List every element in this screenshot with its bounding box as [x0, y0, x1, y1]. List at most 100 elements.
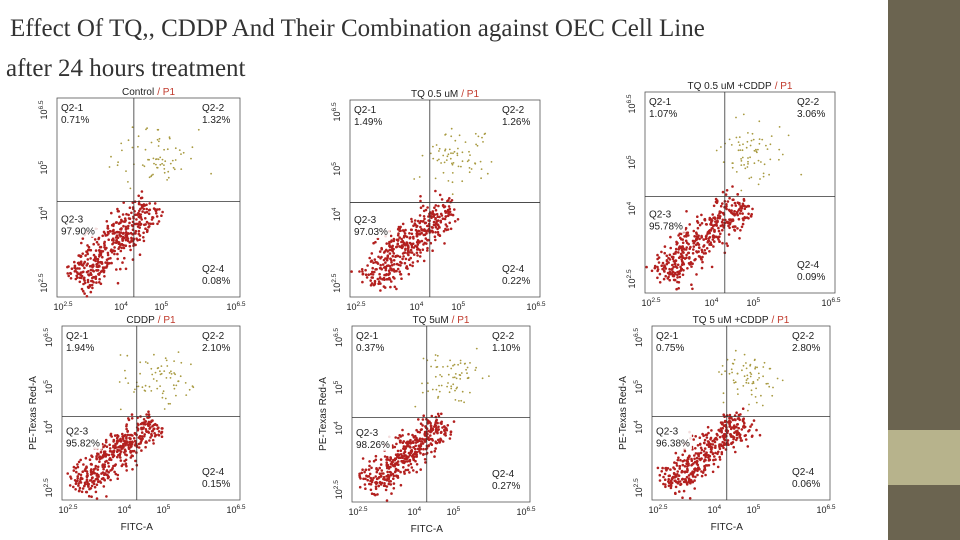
event-dot — [745, 362, 747, 364]
event-dot — [155, 380, 158, 382]
event-dot — [367, 475, 371, 478]
event-dot — [411, 264, 414, 268]
event-dot — [770, 135, 773, 138]
event-dot — [380, 469, 384, 472]
tick-exp: 2.5 — [68, 504, 77, 511]
event-dot — [124, 233, 128, 236]
event-dot — [95, 457, 98, 461]
event-dot — [434, 354, 437, 356]
event-dot — [85, 478, 89, 482]
event-dot — [468, 167, 471, 169]
event-dot — [673, 461, 676, 464]
event-dot — [130, 417, 134, 420]
event-dot — [474, 132, 477, 135]
event-dot — [732, 362, 735, 365]
event-dot — [712, 224, 715, 227]
event-dot — [129, 187, 132, 190]
quadrant-name: Q2-1 — [354, 105, 377, 116]
event-dot — [133, 439, 137, 443]
tick-base: 10 — [705, 298, 715, 308]
event-dot — [137, 229, 141, 233]
event-dot — [412, 235, 415, 239]
event-dot — [758, 142, 761, 145]
event-dot — [96, 478, 100, 481]
event-dot — [77, 472, 81, 476]
event-dot — [461, 160, 464, 163]
event-dot — [761, 138, 764, 141]
tick-base: 10 — [746, 298, 756, 308]
event-dot — [682, 269, 685, 272]
event-dot — [687, 251, 691, 255]
event-dot — [142, 426, 145, 429]
quadrant-name: Q2-1 — [656, 331, 679, 342]
event-dot — [121, 149, 123, 152]
event-dot — [679, 265, 682, 269]
event-dot — [423, 432, 427, 435]
event-dot — [728, 416, 731, 420]
event-dot — [161, 162, 164, 165]
event-dot — [657, 261, 661, 264]
event-dot — [698, 237, 701, 241]
event-dot — [154, 433, 158, 437]
event-dot — [163, 168, 166, 170]
event-dot — [709, 229, 713, 232]
quadrant-pct: 3.06% — [797, 109, 825, 120]
event-dot — [130, 224, 134, 227]
event-dot — [114, 472, 118, 476]
event-dot — [388, 278, 392, 281]
event-dot — [396, 455, 399, 459]
event-dot — [97, 236, 101, 240]
event-dot — [681, 460, 685, 463]
event-dot — [412, 446, 416, 449]
event-dot — [103, 472, 107, 475]
event-dot — [754, 366, 757, 368]
event-dot — [408, 232, 411, 235]
event-dot — [142, 422, 145, 426]
event-dot — [81, 237, 85, 240]
event-dot — [658, 473, 662, 477]
event-dot — [124, 377, 127, 380]
quadrant-pct: 96.38% — [656, 439, 690, 450]
tick-exp: 4 — [331, 207, 338, 211]
event-dot — [135, 213, 139, 216]
event-dot — [444, 210, 448, 214]
event-dot — [90, 495, 93, 499]
sample-name: TQ 5 uM +CDDP — [693, 315, 769, 326]
event-dot — [726, 220, 729, 224]
tick-label: 104 — [38, 206, 49, 220]
event-dot — [667, 256, 670, 260]
event-dot — [747, 212, 750, 216]
event-dot — [144, 390, 147, 392]
event-dot — [675, 464, 679, 467]
event-dot — [69, 271, 72, 275]
event-dot — [419, 468, 423, 471]
tick-label: 105 — [157, 504, 171, 515]
event-dot — [458, 134, 461, 137]
event-dot — [653, 264, 657, 268]
event-dot — [383, 286, 387, 289]
event-dot — [133, 431, 137, 435]
event-dot — [749, 215, 753, 218]
event-dot — [433, 455, 436, 458]
event-dot — [419, 219, 423, 223]
event-dot — [157, 128, 160, 131]
event-dot — [79, 458, 82, 462]
event-dot — [415, 463, 419, 466]
event-dot — [689, 245, 692, 249]
event-dot — [386, 470, 389, 474]
event-dot — [434, 359, 437, 362]
event-dot — [165, 359, 168, 362]
event-dot — [718, 458, 722, 461]
gate-name: / P1 — [461, 89, 479, 100]
tick-label: 106.5 — [633, 328, 644, 347]
event-dot — [360, 268, 364, 271]
tick-exp: 5 — [757, 504, 761, 511]
event-dot — [366, 264, 369, 267]
tick-label: 106.5 — [526, 301, 545, 312]
event-dot — [446, 199, 449, 203]
event-dot — [452, 152, 454, 155]
event-dot — [365, 276, 369, 279]
event-dot — [107, 475, 110, 479]
event-dot — [128, 221, 131, 225]
event-dot — [385, 278, 389, 281]
